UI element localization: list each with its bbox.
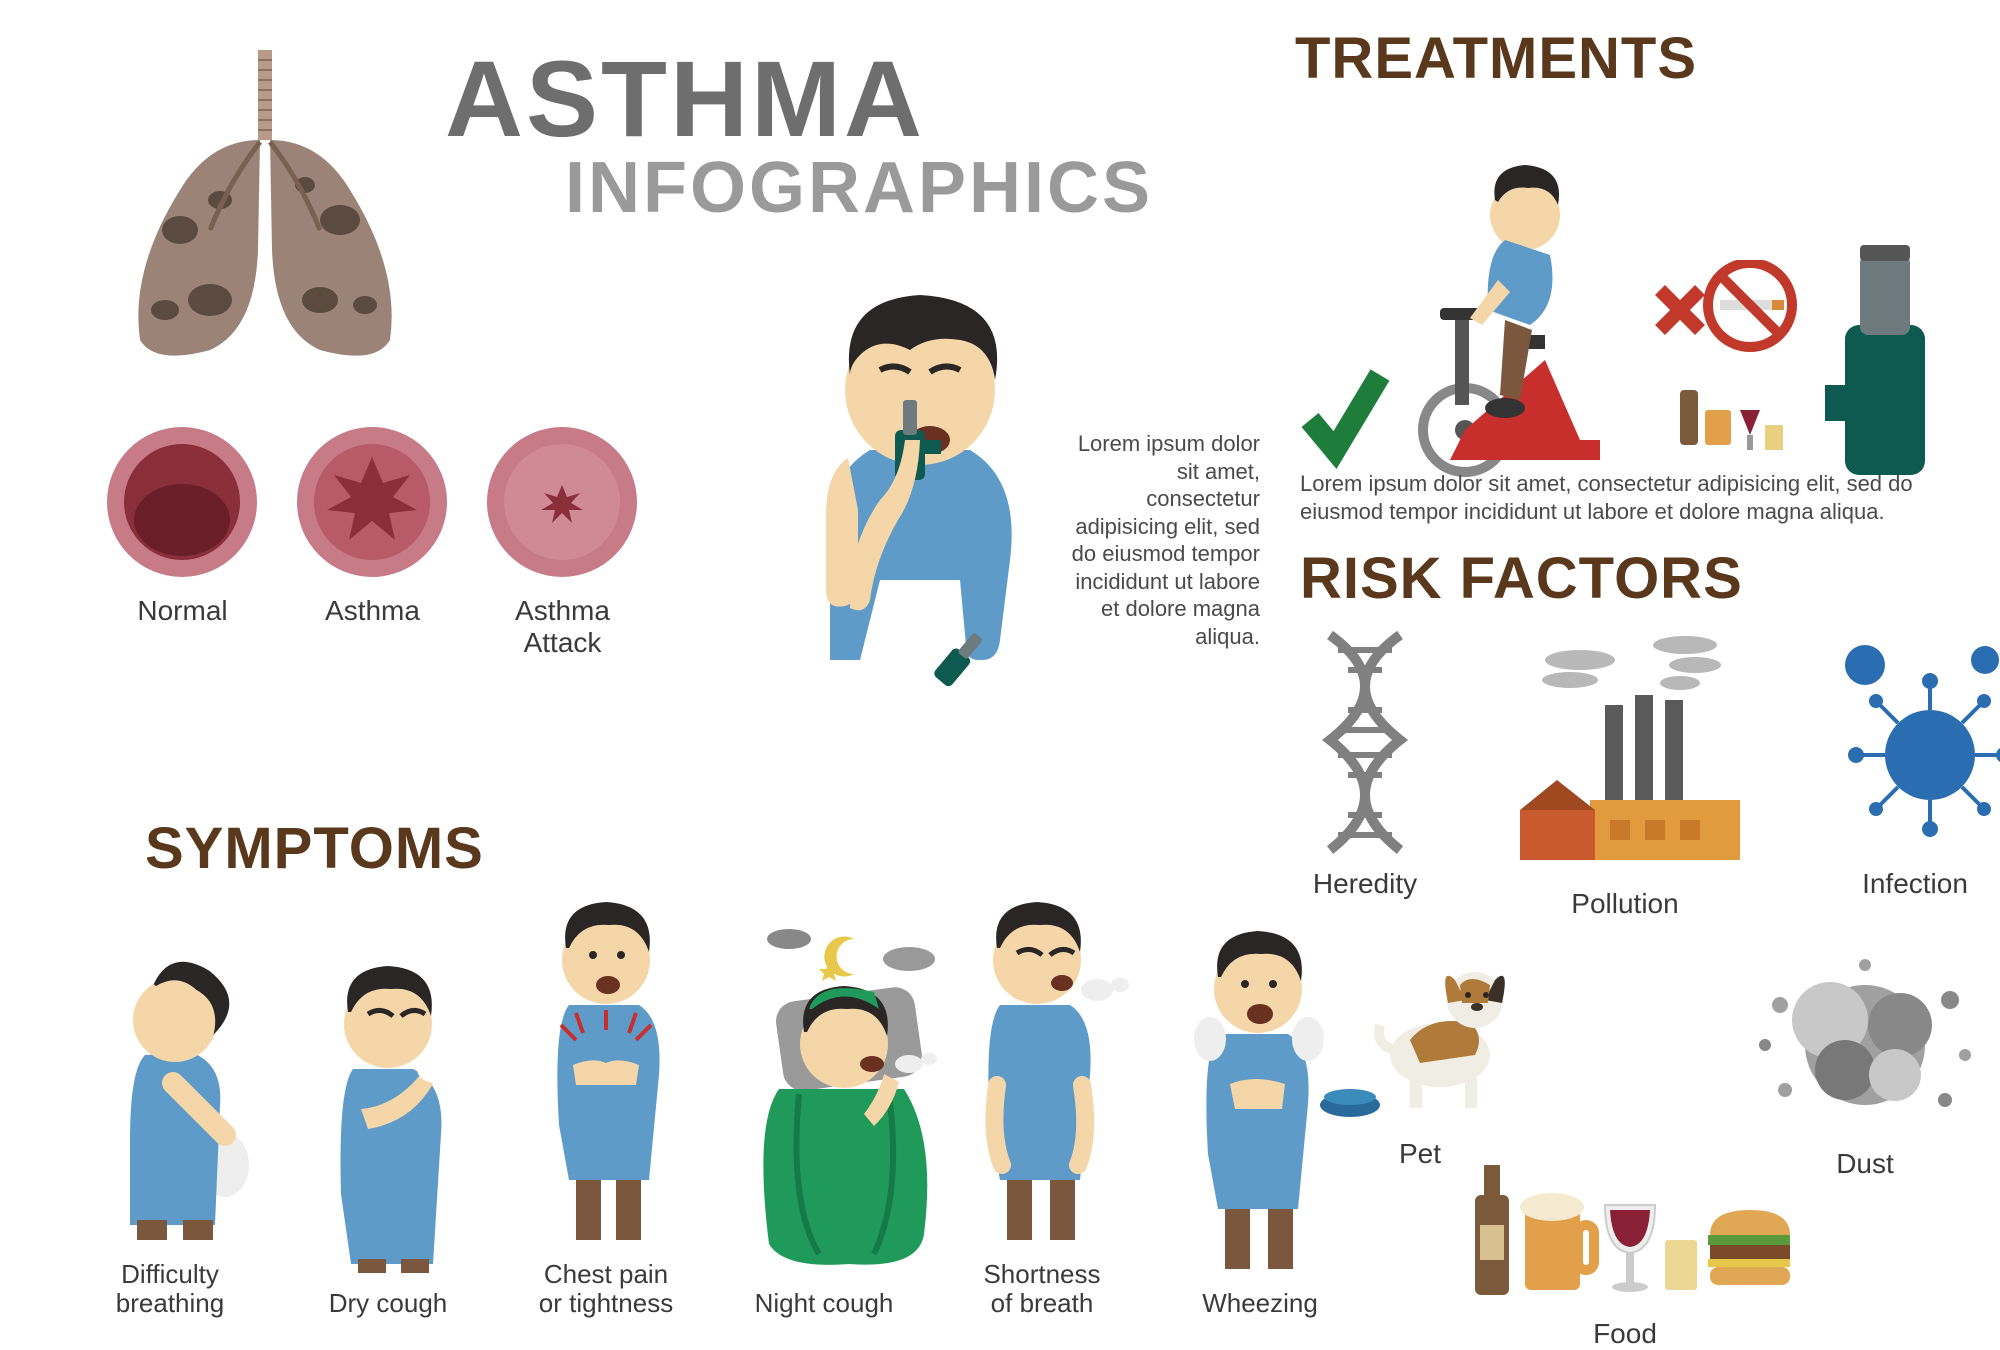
infection-icon: [1820, 625, 2000, 855]
risk-dust: Dust: [1750, 945, 1980, 1180]
symptom-wheezing: Wheezing: [1160, 914, 1360, 1318]
doctor-illustration: [1965, 100, 2000, 480]
risk-label: Infection: [1820, 868, 2000, 900]
symptom-night-cough: Night cough: [724, 914, 924, 1318]
risk-label: Food: [1460, 1318, 1790, 1350]
inhaler-man-illustration: [760, 280, 1060, 705]
food-icon: [1460, 1155, 1790, 1305]
risk-food: Food: [1460, 1155, 1790, 1350]
title-sub: INFOGRAPHICS: [565, 147, 1153, 229]
symptom-label: Night cough: [724, 1289, 924, 1318]
symptom-label: Shortness of breath: [942, 1260, 1142, 1317]
symptom-label: Chest pain or tightness: [506, 1260, 706, 1317]
symptom-shortness-breath: Shortness of breath: [942, 885, 1142, 1317]
exercise-bike-illustration: [1410, 160, 1630, 480]
symptom-chest-pain: Chest pain or tightness: [506, 885, 706, 1317]
symptom-label: Difficulty breathing: [70, 1260, 270, 1317]
risk-row-2: Pet Dust: [1320, 945, 1980, 1180]
airway-label: Asthma Attack: [485, 595, 640, 659]
check-icon: [1300, 340, 1390, 480]
no-smoking-drinking-icon: [1650, 260, 1805, 480]
airway-attack: Asthma Attack: [485, 425, 640, 659]
symptom-difficulty-breathing: Difficulty breathing: [70, 925, 270, 1317]
airway-label: Normal: [105, 595, 260, 627]
inhaler-icon: [1825, 245, 1945, 480]
dna-icon: [1300, 625, 1430, 855]
symptoms-title: SYMPTOMS: [145, 815, 484, 882]
symptom-label: Wheezing: [1160, 1289, 1360, 1318]
risk-pollution: Pollution: [1500, 625, 1750, 920]
airway-normal: Normal: [105, 425, 260, 659]
risk-title: RISK FACTORS: [1300, 545, 1743, 612]
title-block: ASTHMA INFOGRAPHICS: [445, 50, 1153, 229]
symptom-label: Dry cough: [288, 1289, 488, 1318]
treatments-row: [1300, 100, 2000, 480]
treatments-title: TREATMENTS: [1295, 25, 1697, 92]
pollution-icon: [1500, 625, 1750, 875]
airway-label: Asthma: [295, 595, 450, 627]
title-main: ASTHMA: [445, 50, 1153, 147]
symptom-dry-cough: Dry cough: [288, 934, 488, 1318]
risk-heredity: Heredity: [1300, 625, 1430, 920]
airway-row: Normal Asthma Asthma Attack: [105, 425, 640, 659]
lungs-illustration: [110, 50, 420, 375]
inhaler-body-text: Lorem ipsum dolor sit amet, consectetur …: [1060, 430, 1260, 650]
risk-row-1: Heredity Pollution: [1300, 625, 2000, 920]
symptoms-row: Difficulty breathing Dry cough: [70, 885, 1360, 1317]
risk-label: Pollution: [1500, 888, 1750, 920]
dust-icon: [1750, 945, 1980, 1135]
risk-infection: Infection: [1820, 625, 2000, 920]
treatments-body-text: Lorem ipsum dolor sit amet, consectetur …: [1300, 470, 1960, 525]
airway-asthma: Asthma: [295, 425, 450, 659]
